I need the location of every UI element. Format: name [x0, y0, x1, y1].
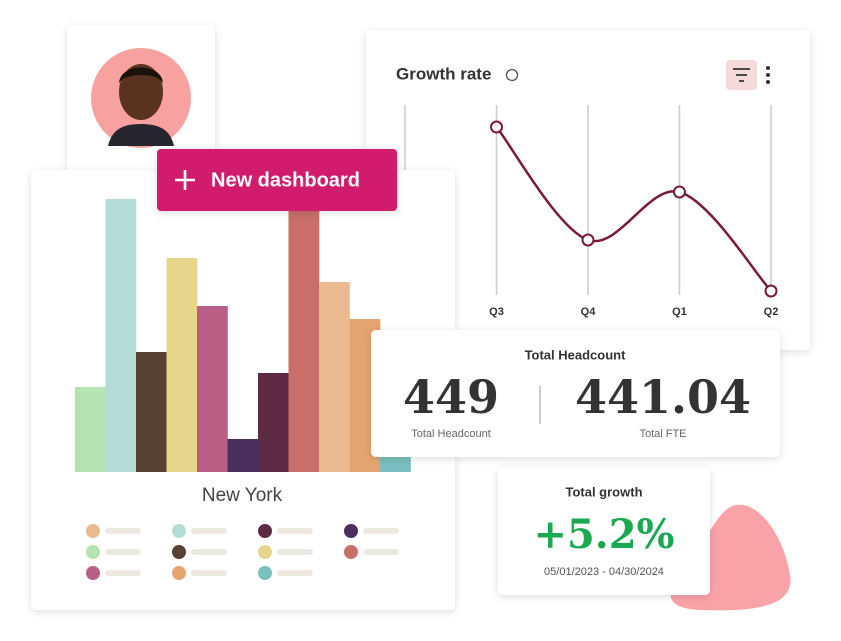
point — [673, 185, 686, 199]
growth-value: +5.2% — [533, 511, 674, 558]
filter-icon — [733, 68, 750, 82]
legend-placeholder — [363, 549, 399, 555]
chart-title: New York — [202, 485, 283, 506]
legend-placeholder — [191, 528, 227, 534]
legend-dot — [172, 545, 186, 559]
bar — [105, 199, 137, 472]
avatar-body — [108, 124, 174, 146]
button-bg[interactable] — [157, 149, 397, 211]
x-tick-label: Q1 — [672, 306, 687, 318]
card-title: Growth rate — [396, 64, 491, 83]
bar — [258, 373, 289, 472]
bar — [166, 258, 198, 472]
card — [498, 467, 710, 595]
legend-placeholder — [277, 549, 313, 555]
legend-dot — [258, 566, 272, 580]
avatar-face — [119, 64, 163, 120]
menu-icon[interactable] — [766, 66, 770, 84]
avatar-hair — [119, 67, 163, 84]
point — [764, 284, 778, 298]
growth-card: Total growth +5.2% 05/01/2023 - 04/30/20… — [498, 467, 710, 595]
growth-period: 05/01/2023 - 04/30/2024 — [544, 566, 664, 578]
bar — [227, 439, 259, 472]
legend-placeholder — [277, 570, 313, 576]
button-label[interactable]: New dashboard — [211, 169, 360, 191]
growth-rate-card: Growth rate Q3 Q4 Q1 Q2 — [366, 30, 810, 350]
legend-dot — [86, 524, 100, 538]
legend-placeholder — [363, 528, 399, 534]
headcount-value: 449 — [403, 370, 499, 424]
legend-placeholder — [191, 549, 227, 555]
bar — [75, 387, 106, 472]
avatar-card — [67, 25, 215, 172]
bar-chart-card: New York — [31, 170, 455, 610]
legend-dot — [344, 524, 358, 538]
new-dashboard-button[interactable]: New dashboard — [157, 149, 397, 211]
x-tick-label: Q3 — [489, 306, 504, 318]
legend-dot — [344, 545, 358, 559]
legend-dot — [86, 545, 100, 559]
x-tick-label: Q2 — [764, 306, 779, 318]
legend-dot — [172, 524, 186, 538]
point — [490, 120, 503, 134]
fte-caption: Total FTE — [639, 428, 686, 440]
legend-placeholder — [277, 528, 313, 534]
headcount-card: Total Headcount 449 Total Headcount 441.… — [371, 330, 780, 457]
line — [495, 126, 772, 292]
legend-dot — [258, 524, 272, 538]
point — [581, 233, 595, 247]
legend-dot — [258, 545, 272, 559]
bar — [136, 352, 167, 472]
bar — [319, 282, 350, 472]
card-title: Total Headcount — [525, 347, 627, 362]
bar — [288, 190, 320, 472]
x-tick-label: Q4 — [581, 306, 597, 318]
legend-dot — [172, 566, 186, 580]
card — [31, 170, 455, 610]
info-icon[interactable] — [505, 68, 519, 82]
card — [371, 330, 780, 457]
bar — [197, 306, 228, 472]
legend-placeholder — [105, 528, 141, 534]
legend-placeholder — [105, 549, 141, 555]
legend-dot — [86, 566, 100, 580]
fte-value: 441.04 — [575, 370, 751, 424]
plus-icon — [175, 170, 195, 190]
legend-placeholder — [105, 570, 141, 576]
legend-placeholder — [191, 570, 227, 576]
headcount-caption: Total Headcount — [411, 428, 491, 440]
card-title: Total growth — [565, 484, 642, 499]
